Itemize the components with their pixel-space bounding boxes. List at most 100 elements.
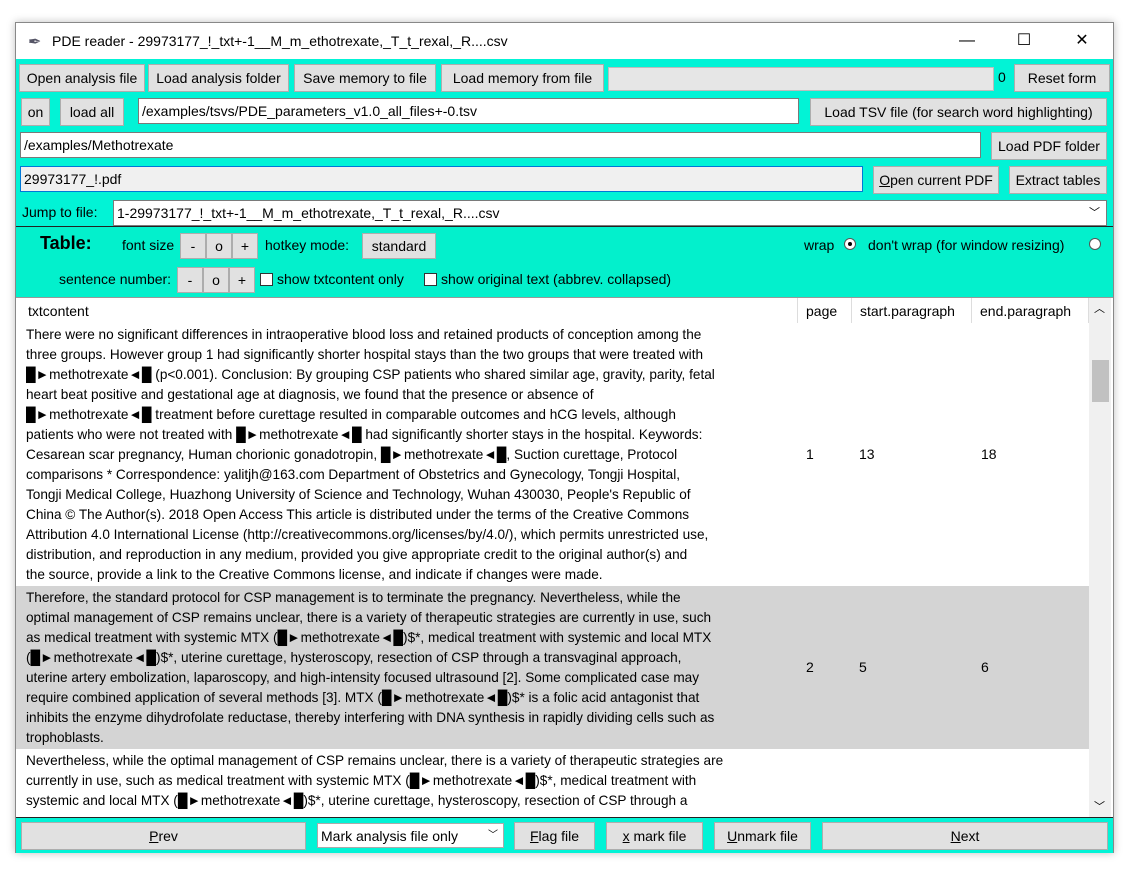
bottom-bar: Prev Mark analysis file only ﹀ Flag file … xyxy=(16,817,1113,853)
txtcontent-cell: There were no significant differences in… xyxy=(26,325,796,585)
table-row[interactable]: Therefore, the standard protocol for CSP… xyxy=(16,586,1089,749)
minimize-icon[interactable]: — xyxy=(959,32,975,49)
font-size-reset-button[interactable]: o xyxy=(206,233,232,259)
text-line: systemic and local MTX (█►methotrexate◄█… xyxy=(26,793,688,808)
jump-to-file-select[interactable]: 1-29973177_!_txt+-1__M_m_ethotrexate,_T_… xyxy=(113,200,1107,226)
current-pdf-input[interactable]: 29973177_!.pdf xyxy=(20,166,863,192)
data-table: txtcontent page start.paragraph end.para… xyxy=(16,297,1113,818)
x-mark-file-button[interactable]: x mark file xyxy=(606,822,703,850)
reset-form-button[interactable]: Reset form xyxy=(1014,64,1110,92)
txtcontent-cell: Therefore, the standard protocol for CSP… xyxy=(26,588,796,748)
progress-count: 0 xyxy=(998,69,1006,85)
unmark-file-button[interactable]: Unmark file xyxy=(714,822,811,850)
scroll-down-icon[interactable]: ﹀ xyxy=(1094,801,1105,813)
open-analysis-file-button[interactable]: Open analysis file xyxy=(19,64,145,92)
pdf-folder-input[interactable]: /examples/Methotrexate xyxy=(20,132,981,158)
page-cell: 2 xyxy=(806,658,814,675)
text-line: Therefore, the standard protocol for CSP… xyxy=(26,590,681,605)
font-size-decrease-button[interactable]: - xyxy=(180,233,206,259)
feather-icon: ✒ xyxy=(28,34,42,51)
jump-to-file-value: 1-29973177_!_txt+-1__M_m_ethotrexate,_T_… xyxy=(117,205,500,221)
next-button[interactable]: Next xyxy=(822,822,1108,850)
text-line: Cesarean scar pregnancy, Human chorionic… xyxy=(26,447,678,462)
text-line: █►methotrexate◄█ (p<0.001). Conclusion: … xyxy=(26,367,715,382)
hotkey-mode-label: hotkey mode: xyxy=(265,237,350,253)
wrap-label: wrap xyxy=(804,237,835,253)
start-cell: 13 xyxy=(859,445,875,462)
text-line: heart beat positive and gestational age … xyxy=(26,387,594,402)
text-line: trophoblasts. xyxy=(26,730,104,745)
progress-bar xyxy=(608,67,994,91)
column-header-txtcontent[interactable]: txtcontent xyxy=(20,298,798,323)
txtcontent-cell: Nevertheless, while the optimal manageme… xyxy=(26,751,796,811)
hotkey-mode-button[interactable]: standard xyxy=(362,233,436,259)
scroll-up-icon[interactable]: ︿ xyxy=(1094,303,1105,315)
sentence-reset-button[interactable]: o xyxy=(203,267,229,293)
font-size-increase-button[interactable]: + xyxy=(232,233,258,259)
show-original-text-checkbox[interactable] xyxy=(424,273,437,286)
on-button[interactable]: on xyxy=(21,98,50,126)
text-line: █►methotrexate◄█ treatment before curett… xyxy=(26,407,676,422)
show-txtcontent-only-label: show txtcontent only xyxy=(277,271,404,287)
text-line: distribution, and reproduction in any me… xyxy=(26,547,688,562)
window-title: PDE reader - 29973177_!_txt+-1__M_m_etho… xyxy=(52,33,508,49)
load-all-button[interactable]: load all xyxy=(60,98,124,126)
text-line: China © The Author(s). 2018 Open Access … xyxy=(26,507,690,522)
text-line: patients who were not treated with █►met… xyxy=(26,427,703,442)
load-pdf-folder-button[interactable]: Load PDF folder xyxy=(991,132,1107,160)
jump-to-file-label: Jump to file: xyxy=(22,204,98,220)
chevron-down-icon: ﹀ xyxy=(1089,207,1100,219)
text-line: Nevertheless, while the optimal manageme… xyxy=(26,753,724,768)
sentence-increase-button[interactable]: + xyxy=(229,267,255,293)
dont-wrap-radio[interactable] xyxy=(1089,238,1101,250)
text-line: require combined application of several … xyxy=(26,690,700,705)
table-row[interactable]: There were no significant differences in… xyxy=(16,323,1089,586)
text-line: Attribution 4.0 International License (h… xyxy=(26,527,709,542)
table-title: Table: xyxy=(40,233,92,253)
text-line: Tongji Medical College, Huazhong Univers… xyxy=(26,487,691,502)
mark-mode-select[interactable]: Mark analysis file only ﹀ xyxy=(317,823,504,848)
table-options-panel: Table: font size - o + hotkey mode: stan… xyxy=(16,226,1113,299)
close-icon[interactable]: ✕ xyxy=(1075,32,1089,49)
load-memory-button[interactable]: Load memory from file xyxy=(441,64,604,92)
save-memory-button[interactable]: Save memory to file xyxy=(294,64,436,92)
page-cell: 1 xyxy=(806,445,814,462)
app-window: ✒ PDE reader - 29973177_!_txt+-1__M_m_et… xyxy=(15,22,1114,853)
chevron-down-icon: ﹀ xyxy=(488,830,498,841)
sentence-number-label: sentence number: xyxy=(59,271,172,287)
text-line: uterine artery embolization, laparoscopy… xyxy=(26,670,699,685)
text-line: There were no significant differences in… xyxy=(26,327,702,342)
column-header-end-paragraph[interactable]: end.paragraph xyxy=(972,298,1089,323)
sentence-decrease-button[interactable]: - xyxy=(177,267,203,293)
load-analysis-folder-button[interactable]: Load analysis folder xyxy=(148,64,289,92)
load-tsv-button[interactable]: Load TSV file (for search word highlight… xyxy=(810,98,1107,126)
maximize-icon[interactable]: ☐ xyxy=(1016,32,1032,49)
mark-mode-value: Mark analysis file only xyxy=(321,828,458,844)
table-row[interactable]: Nevertheless, while the optimal manageme… xyxy=(16,749,1089,812)
tsv-path-input[interactable]: /examples/tsvs/PDE_parameters_v1.0_all_f… xyxy=(138,98,799,124)
show-txtcontent-only-checkbox[interactable] xyxy=(260,273,273,286)
scrollbar-thumb[interactable] xyxy=(1092,360,1109,402)
open-current-pdf-button[interactable]: Open current PDF xyxy=(873,166,999,194)
prev-button[interactable]: Prev xyxy=(21,822,306,850)
font-size-label: font size xyxy=(122,237,175,253)
text-line: inhibits the enzyme dihydrofolate reduct… xyxy=(26,710,715,725)
column-header-start-paragraph[interactable]: start.paragraph xyxy=(852,298,972,323)
text-line: three groups. However group 1 had signif… xyxy=(26,347,704,362)
text-line: the source, provide a link to the Creati… xyxy=(26,567,603,582)
text-line: (█►methotrexate◄█)$*, uterine curettage,… xyxy=(26,650,682,665)
text-line: optimal management of CSP remains unclea… xyxy=(26,610,712,625)
text-line: comparisons * Correspondence: yalitjh@16… xyxy=(26,467,681,482)
end-cell: 18 xyxy=(981,445,997,462)
text-line: currently in use, such as medical treatm… xyxy=(26,773,697,788)
vertical-scrollbar[interactable]: ︿ ﹀ xyxy=(1089,298,1111,818)
dont-wrap-label: don't wrap (for window resizing) xyxy=(868,237,1065,253)
flag-file-button[interactable]: Flag file xyxy=(514,822,595,850)
text-line: as medical treatment with systemic MTX (… xyxy=(26,630,712,645)
show-original-text-label: show original text (abbrev. collapsed) xyxy=(441,271,672,287)
end-cell: 6 xyxy=(981,658,989,675)
column-header-page[interactable]: page xyxy=(798,298,852,323)
wrap-radio[interactable] xyxy=(844,238,856,250)
extract-tables-button[interactable]: Extract tables xyxy=(1009,166,1107,194)
start-cell: 5 xyxy=(859,658,867,675)
